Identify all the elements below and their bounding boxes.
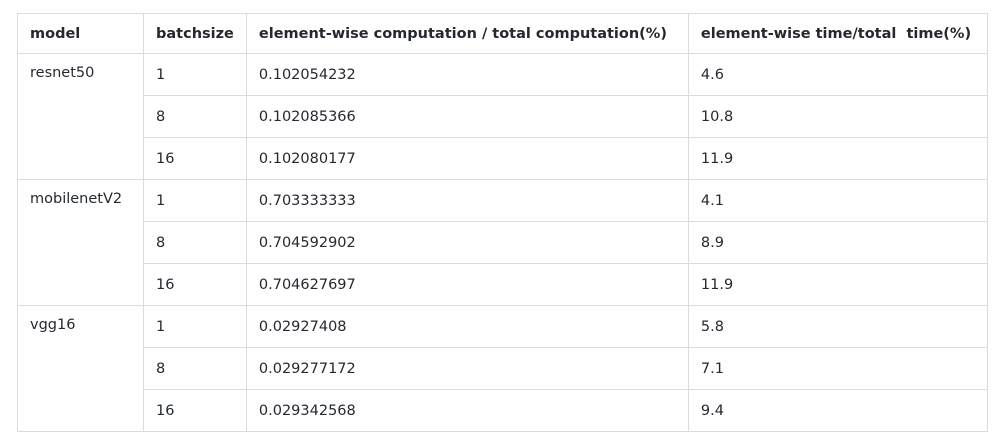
- table-cell: 16: [143, 263, 247, 306]
- table-cell: 7.1: [687, 347, 988, 390]
- table-cell: 0.02927408: [245, 305, 689, 348]
- table-row: 8 0.704592902 8.9: [18, 221, 988, 264]
- table-cell: 5.8: [687, 305, 988, 348]
- table-cell: 8.9: [687, 221, 988, 264]
- table-cell: 1: [143, 53, 247, 96]
- table-cell: 4.1: [687, 179, 988, 222]
- table-row: resnet50 1 0.102054232 4.6: [17, 53, 988, 180]
- table-body: resnet50 1 0.102054232 4.6 8 0.102085366 10.8 1…: [17, 53, 988, 432]
- table-row: vgg16 1 0.02927408 5.8: [17, 305, 988, 432]
- table-cell: 11.9: [687, 137, 988, 180]
- table-row: 16 0.704627697 11.9: [18, 263, 988, 306]
- table-row: 8 0.029277172 7.1: [18, 347, 988, 390]
- table-cell: 8: [143, 221, 247, 264]
- table-cell: 0.102085366: [245, 95, 689, 138]
- header-cell: batchsize: [143, 13, 247, 54]
- table-cell: 0.703333333: [245, 179, 689, 222]
- table-cell: 1: [143, 305, 247, 348]
- table-row: 8 0.102085366 10.8: [18, 95, 988, 138]
- table-cell: 10.8: [687, 95, 988, 138]
- table-cell: 0.704627697: [245, 263, 689, 306]
- table-header: model batchsize element-wise computation /…: [17, 13, 988, 54]
- table-row: 16 0.029342568 9.4: [18, 389, 988, 432]
- table-cell: 0.704592902: [245, 221, 689, 264]
- table-cell: 1: [143, 179, 247, 222]
- header-cell: element-wise computation / total computa…: [245, 13, 689, 54]
- table-cell: 0.029277172: [245, 347, 689, 390]
- header-cell: model: [17, 13, 144, 54]
- table-cell: 16: [143, 137, 247, 180]
- table-row: mobilenetV2 1 0.703333333 4.1: [17, 179, 988, 306]
- model-cell: resnet50: [17, 53, 144, 180]
- header-cell: element-wise time/total time(%): [687, 13, 988, 54]
- model-cell: vgg16: [17, 305, 144, 432]
- model-cell: mobilenetV2: [17, 179, 144, 306]
- table-row: 16 0.102080177 11.9: [18, 137, 988, 180]
- table-cell: 0.102080177: [245, 137, 689, 180]
- header-row: model batchsize element-wise computation /…: [17, 13, 988, 54]
- table-cell: 9.4: [687, 389, 988, 432]
- table-cell: 11.9: [687, 263, 988, 306]
- table-cell: 8: [143, 347, 247, 390]
- table-cell: 0.029342568: [245, 389, 689, 432]
- table-cell: 4.6: [687, 53, 988, 96]
- table-cell: 16: [143, 389, 247, 432]
- table-cell: 0.102054232: [245, 53, 689, 96]
- table-cell: 8: [143, 95, 247, 138]
- table: model batchsize element-wise computation /…: [17, 13, 988, 432]
